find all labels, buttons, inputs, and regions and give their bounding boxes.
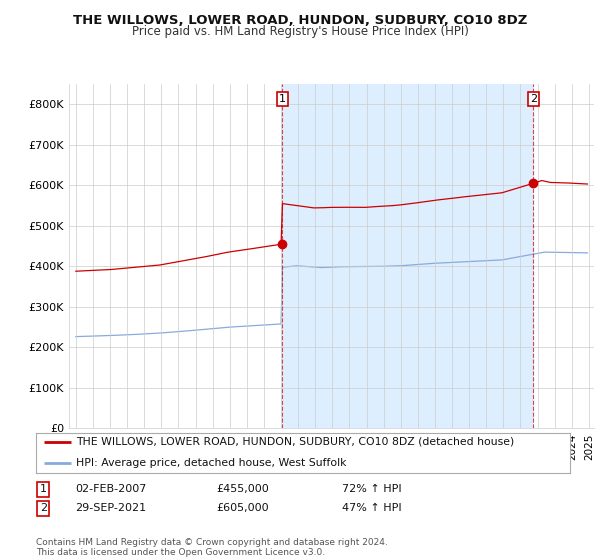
Text: 02-FEB-2007: 02-FEB-2007 xyxy=(75,484,146,494)
Text: 47% ↑ HPI: 47% ↑ HPI xyxy=(342,503,401,514)
Text: 72% ↑ HPI: 72% ↑ HPI xyxy=(342,484,401,494)
Text: £455,000: £455,000 xyxy=(216,484,269,494)
Text: THE WILLOWS, LOWER ROAD, HUNDON, SUDBURY, CO10 8DZ (detached house): THE WILLOWS, LOWER ROAD, HUNDON, SUDBURY… xyxy=(76,437,514,447)
Text: 1: 1 xyxy=(279,94,286,104)
Text: 2: 2 xyxy=(530,94,537,104)
Text: Price paid vs. HM Land Registry's House Price Index (HPI): Price paid vs. HM Land Registry's House … xyxy=(131,25,469,38)
Bar xyxy=(283,84,533,428)
Text: 29-SEP-2021: 29-SEP-2021 xyxy=(75,503,146,514)
Text: THE WILLOWS, LOWER ROAD, HUNDON, SUDBURY, CO10 8DZ: THE WILLOWS, LOWER ROAD, HUNDON, SUDBURY… xyxy=(73,14,527,27)
Text: £605,000: £605,000 xyxy=(216,503,269,514)
Text: 1: 1 xyxy=(40,484,47,494)
Text: 2: 2 xyxy=(40,503,47,514)
Text: Contains HM Land Registry data © Crown copyright and database right 2024.
This d: Contains HM Land Registry data © Crown c… xyxy=(36,538,388,557)
Text: HPI: Average price, detached house, West Suffolk: HPI: Average price, detached house, West… xyxy=(76,458,347,468)
